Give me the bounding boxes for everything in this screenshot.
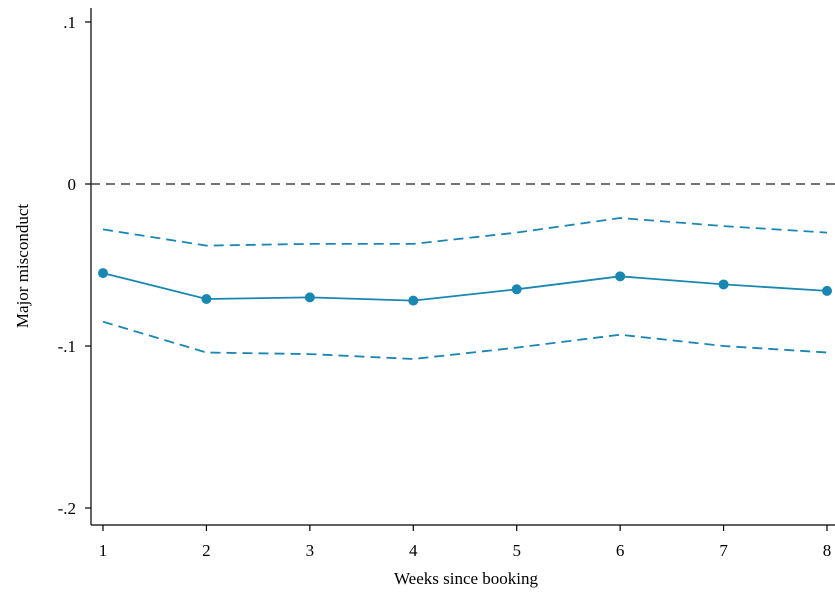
estimate-point: [98, 268, 108, 279]
estimate-point: [201, 294, 212, 305]
estimate-point: [304, 292, 315, 303]
x-tick-label: 2: [202, 541, 211, 560]
ci-upper-line: [102, 217, 828, 247]
x-axis-title: Weeks since booking: [394, 569, 539, 588]
estimate-point: [408, 295, 419, 306]
x-tick-label: 6: [616, 541, 625, 560]
y-axis-title: Major misconduct: [13, 204, 32, 328]
estimate-line: [102, 272, 828, 302]
y-tick-label: -.2: [58, 499, 76, 518]
estimate-point: [511, 284, 522, 295]
x-tick-label: 3: [306, 541, 315, 560]
estimate-point: [718, 279, 729, 290]
x-tick-label: 4: [409, 541, 418, 560]
x-tick-label: 8: [823, 541, 832, 560]
ci-lower-line: [102, 320, 828, 360]
estimate-point: [615, 271, 626, 282]
estimate-point: [822, 285, 832, 296]
x-tick-label: 7: [719, 541, 728, 560]
y-tick-label: 0: [68, 175, 77, 194]
x-tick-label: 1: [99, 541, 108, 560]
y-tick-label: .1: [63, 13, 76, 32]
y-tick-label: -.1: [58, 337, 76, 356]
x-tick-label: 5: [512, 541, 521, 560]
